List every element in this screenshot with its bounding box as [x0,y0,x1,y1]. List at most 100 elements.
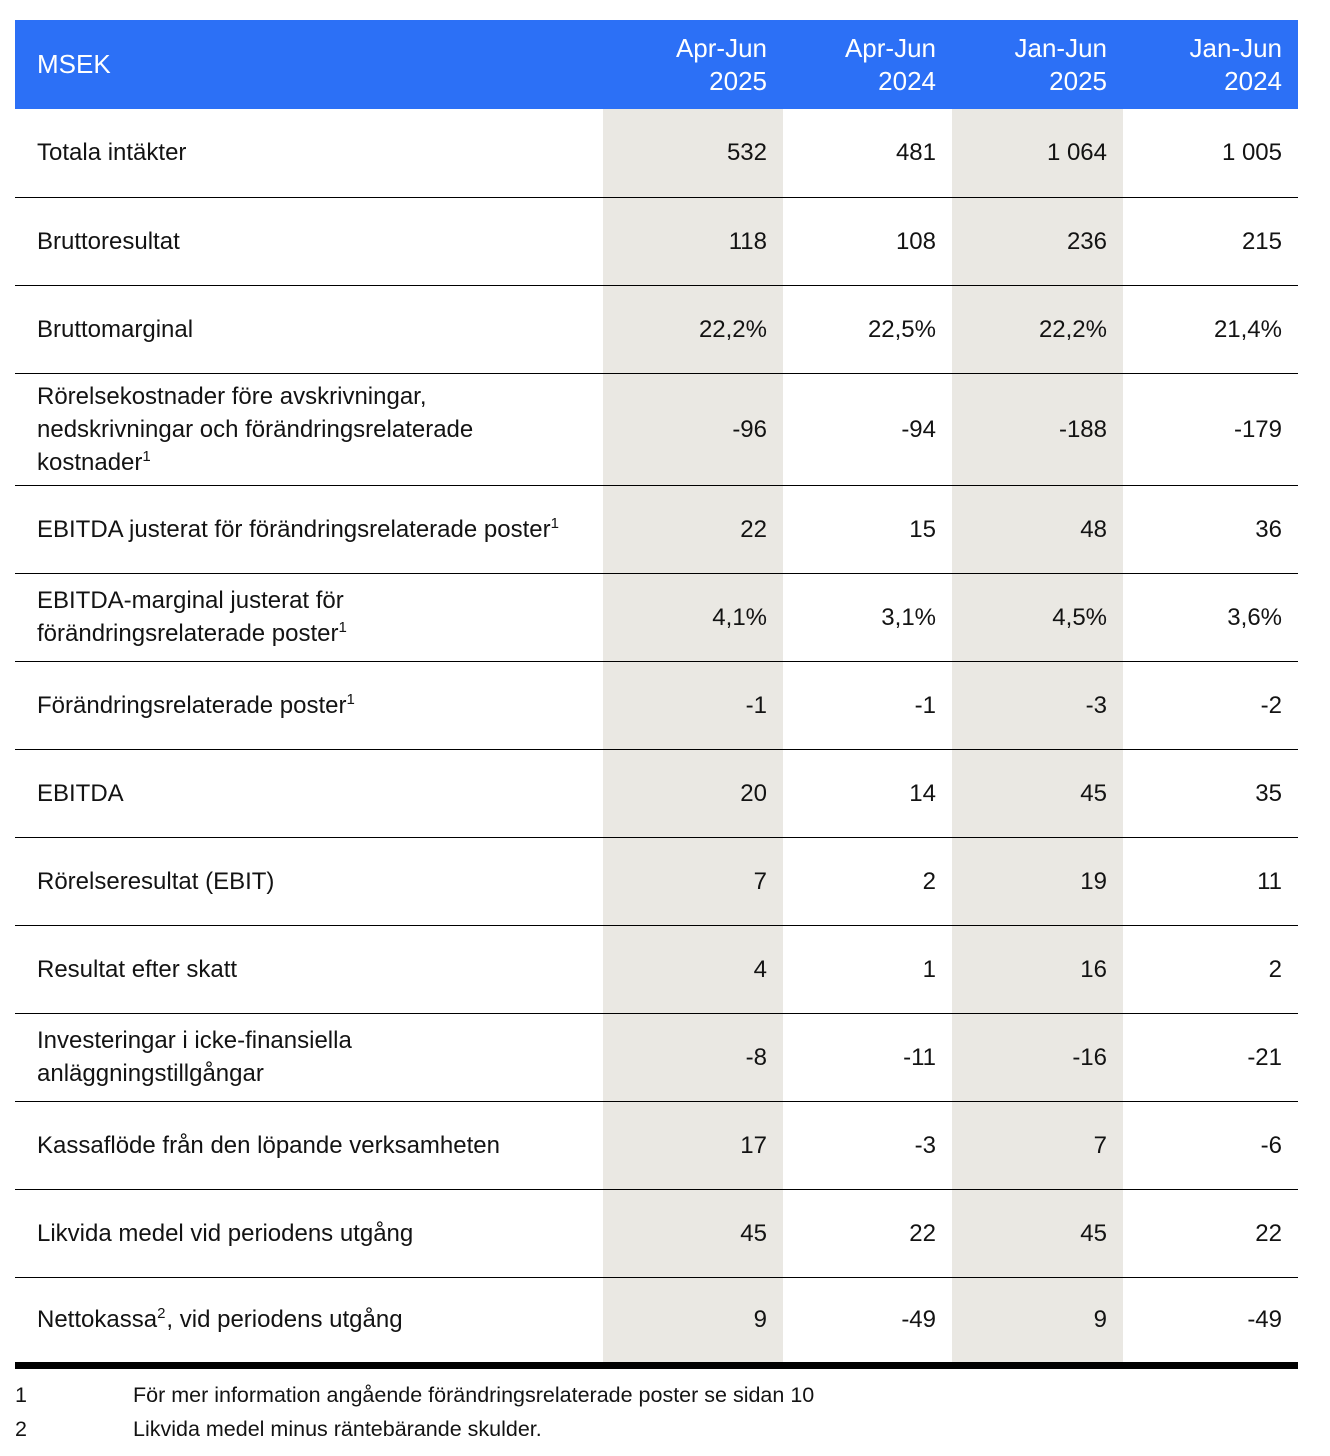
value-cell: 532 [603,109,783,197]
row-label: Resultat efter skatt [15,924,603,1013]
value-cell: -1 [603,660,783,749]
row-label-text: EBITDA justerat för förändringsrelaterad… [37,515,551,543]
column-header-aprjun-2025: Apr-Jun 2025 [603,20,783,109]
row-label: Rörelseresultat (EBIT) [15,836,603,925]
value-cell: -179 [1123,372,1298,485]
row-label-text: Likvida medel vid periodens utgång [37,1219,414,1247]
column-year: 2025 [709,65,767,96]
value-cell: 22 [603,484,783,573]
column-header-janjun-2024: Jan-Jun 2024 [1123,20,1298,109]
value-cell: -3 [952,660,1123,749]
row-label: Förändringsrelaterade poster1 [15,660,603,749]
footnote-text: För mer information angående förändrings… [133,1382,815,1407]
footnotes: 1 För mer information angående förändring… [15,1378,1298,1446]
value-cell: 1 064 [952,109,1123,197]
value-cell: 108 [783,196,952,285]
value-cell: 36 [1123,484,1298,573]
value-cell: 45 [952,748,1123,837]
value-cell: -94 [783,372,952,485]
row-label: EBITDA [15,748,603,837]
column-period: Apr-Jun [675,33,767,63]
column-year: 2024 [1224,65,1282,96]
value-cell: 22,2% [603,284,783,373]
table-row: EBITDA justerat för förändringsrelaterad… [15,484,1298,573]
row-label: Investeringar i icke-finansiella anläggn… [15,1012,603,1101]
value-cell: 481 [895,139,936,167]
financial-kpi-table: MSEK Apr-Jun 2025 Apr-Jun 2024 Jan-Jun 2025 Ja… [15,20,1298,1369]
row-label-text: Investeringar i icke-finansiella anläggn… [37,1027,352,1087]
value-cell: 14 [783,748,952,837]
footnote-marker: 2 [15,1416,27,1441]
row-label-text: Kassaflöde från den löpande verksamheten [37,1131,500,1159]
table-header: MSEK Apr-Jun 2025 Apr-Jun 2024 Jan-Jun 2025 Ja… [15,20,1298,109]
value-cell: 4,1% [603,572,783,661]
footnote-item: 2 Likvida medel minus räntebärande skulde… [15,1412,1298,1446]
value-cell: -49 [783,1276,952,1369]
value-cell: 4,5% [952,572,1123,661]
value-cell: 35 [1123,748,1298,837]
footnote-reference: 2 [157,1305,167,1322]
row-label-text: EBITDA-marginal justerat för förändrings… [37,587,344,647]
value-cell: 20 [603,748,783,837]
value-cell: 1 005 [1221,139,1282,167]
table-row: Investeringar i icke-finansiella anläggn… [15,1012,1298,1101]
value-cell: 22,5% [783,284,952,373]
value-cell: -16 [952,1012,1123,1101]
value-cell: -1 [783,660,952,749]
row-label: Rörelsekostnader före avskrivningar, ned… [15,372,603,485]
value-cell: 236 [952,196,1123,285]
row-label: Totala intäkter [15,109,603,197]
value-cell: 9 [603,1276,783,1369]
column-period: Apr-Jun [844,33,936,63]
value-cell: 2 [783,836,952,925]
value-cell: 22 [783,1188,952,1277]
value-cell: 17 [603,1100,783,1189]
footnote-reference: 1 [550,514,560,532]
value-cell: 11 [1123,836,1298,925]
table-row: Förändringsrelaterade poster1 -1 -1 -3 -2 [15,660,1298,749]
table-row: Rörelsekostnader före avskrivningar, ned… [15,372,1298,485]
table-row: Kassaflöde från den löpande verksamheten… [15,1100,1298,1189]
table-row: Bruttoresultat 118 108 236 215 [15,196,1298,285]
table-row: EBITDA 20 14 45 35 [15,748,1298,837]
value-cell: 3,6% [1123,572,1298,661]
row-label-text: Rörelseresultat (EBIT) [37,867,275,895]
row-label-text: Bruttomarginal [37,315,194,343]
table-row: Rörelseresultat (EBIT) 7 2 19 11 [15,836,1298,925]
value-cell: 118 [603,196,783,285]
value-cell: 2 [1123,924,1298,1013]
value-cell: 215 [1123,196,1298,285]
value-cell: 48 [952,484,1123,573]
value-cell: 15 [783,484,952,573]
unit-label-header: MSEK [15,20,603,109]
table-row: Likvida medel vid periodens utgång 45 22 45… [15,1188,1298,1277]
value-cell: 22,2% [952,284,1123,373]
footnote-reference: 1 [346,690,356,708]
value-cell: 3,1% [783,572,952,661]
row-label-text: Förändringsrelaterade poster [37,691,347,719]
value-cell: -8 [603,1012,783,1101]
column-year: 2025 [1049,65,1107,96]
value-cell: 22 [1123,1188,1298,1277]
row-label: Kassaflöde från den löpande verksamheten [15,1100,603,1189]
row-label-text: Rörelsekostnader före avskrivningar, ned… [37,382,474,476]
column-header-janjun-2025: Jan-Jun 2025 [952,20,1123,109]
row-label: Bruttomarginal [15,284,603,373]
column-period: Jan-Jun [1189,33,1283,63]
value-cell: 45 [603,1188,783,1277]
row-label-text: Nettokassa [37,1306,158,1333]
table-header-row: MSEK Apr-Jun 2025 Apr-Jun 2024 Jan-Jun 2025 Ja… [15,20,1298,109]
row-label-suffix: , vid periodens utgång [166,1306,403,1333]
row-label: EBITDA-marginal justerat för förändrings… [15,572,603,661]
value-cell: -188 [952,372,1123,485]
value-cell: 21,4% [1123,284,1298,373]
footnote-item: 1 För mer information angående förändring… [15,1378,1298,1412]
financial-report-page: MSEK Apr-Jun 2025 Apr-Jun 2024 Jan-Jun 2025 Ja… [0,20,1330,1456]
value-cell: -21 [1123,1012,1298,1101]
value-cell: 9 [952,1276,1123,1369]
footnote-text: Likvida medel minus räntebärande skulder… [133,1416,542,1441]
table-row: Nettokassa2, vid periodens utgång 9 -49 9 -4… [15,1276,1298,1369]
footnote-marker: 1 [15,1382,27,1407]
footnote-reference: 1 [338,619,348,636]
footnote-reference: 1 [142,447,152,465]
